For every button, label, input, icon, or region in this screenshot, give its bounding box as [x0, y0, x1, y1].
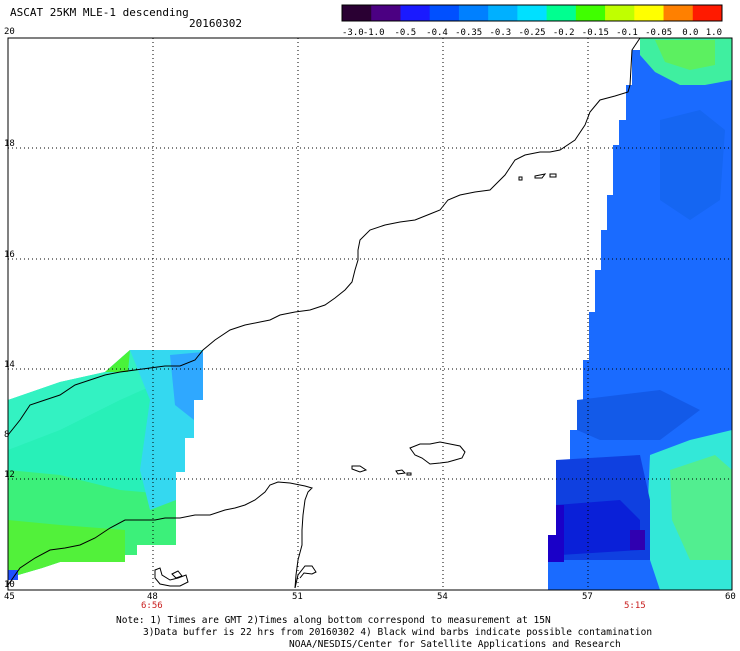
lon-label-54: 54: [437, 592, 448, 602]
colorbar-swatch: [663, 5, 694, 21]
lon-label-51: 51: [292, 592, 303, 602]
data-swath-west: [8, 350, 203, 580]
footer-note-2: 3)Data buffer is 22 hrs from 20160302 4)…: [143, 627, 653, 638]
lat-label-12: 12: [4, 470, 15, 480]
colorbar-tick-label: 1.0: [706, 28, 722, 38]
lon-label-57: 57: [582, 592, 593, 602]
graticule: [8, 38, 732, 590]
colorbar-tick-label: -0.2: [553, 28, 575, 38]
colorbar-tick-label: -0.3: [489, 28, 511, 38]
colorbar-swatch: [371, 5, 401, 21]
colorbar-swatch: [458, 5, 489, 21]
lon-label-45: 45: [4, 592, 15, 602]
colorbar-swatch: [605, 5, 635, 21]
footer-note-1: Note: 1) Times are GMT 2)Times along bot…: [116, 615, 551, 626]
colorbar-tick-label: -0.35: [455, 28, 482, 38]
island-cluster: [154, 567, 189, 587]
colorbar-tick-label: -0.05: [645, 28, 672, 38]
lat-label-16: 16: [4, 250, 15, 260]
colorbar-swatch: [429, 5, 460, 21]
colorbar-tick-label: -0.15: [582, 28, 609, 38]
colorbar-swatch: [400, 5, 431, 21]
lon-label-48: 48: [147, 592, 158, 602]
lon-label-60: 60: [725, 592, 736, 602]
map-date: 20160302: [189, 17, 242, 30]
colorbar-tick-label: -0.5: [394, 28, 416, 38]
colorbar-tick-label: -0.4: [426, 28, 448, 38]
colorbar-swatch: [575, 5, 606, 21]
data-swath-east: [548, 38, 732, 590]
colorbar-tick-label: -0.25: [518, 28, 545, 38]
coastline: [7, 37, 641, 590]
lat-label-14: 14: [4, 360, 15, 370]
map-title: ASCAT 25KM MLE-1 descending: [10, 6, 189, 19]
pass-time-west: 6:56: [141, 601, 163, 611]
pass-time-east: 5:15: [624, 601, 646, 611]
colorbar-border: [341, 4, 723, 22]
colorbar-tick-label: -0.1: [616, 28, 638, 38]
colorbar-tick-label: 0.0: [682, 28, 698, 38]
colorbar-swatch: [342, 5, 372, 21]
product-name: ASCAT 25KM MLE-1 descending: [10, 6, 189, 19]
colorbar-tick-label: -3.0: [342, 28, 364, 38]
footer-credit: NOAA/NESDIS/Center for Satellite Applica…: [289, 639, 621, 650]
colorbar: -3.0 -1.0 -0.5 -0.4 -0.35 -0.3 -0.25 -0.2 -0.15-…: [341, 4, 723, 38]
lat-label-20: 20: [4, 27, 15, 37]
map-border: [7, 37, 733, 591]
lat-label-18: 18: [4, 139, 15, 149]
lat-label-10: 10: [4, 580, 15, 590]
colorbar-swatch: [634, 5, 665, 21]
colorbar-swatch: [692, 5, 723, 21]
colorbar-swatch: [517, 5, 548, 21]
wind-map: [7, 37, 733, 591]
colorbar-swatch: [488, 5, 518, 21]
colorbar-tick-label: -1.0: [363, 28, 385, 38]
lat-label-partial: 8: [4, 430, 10, 440]
colorbar-swatch: [546, 5, 577, 21]
